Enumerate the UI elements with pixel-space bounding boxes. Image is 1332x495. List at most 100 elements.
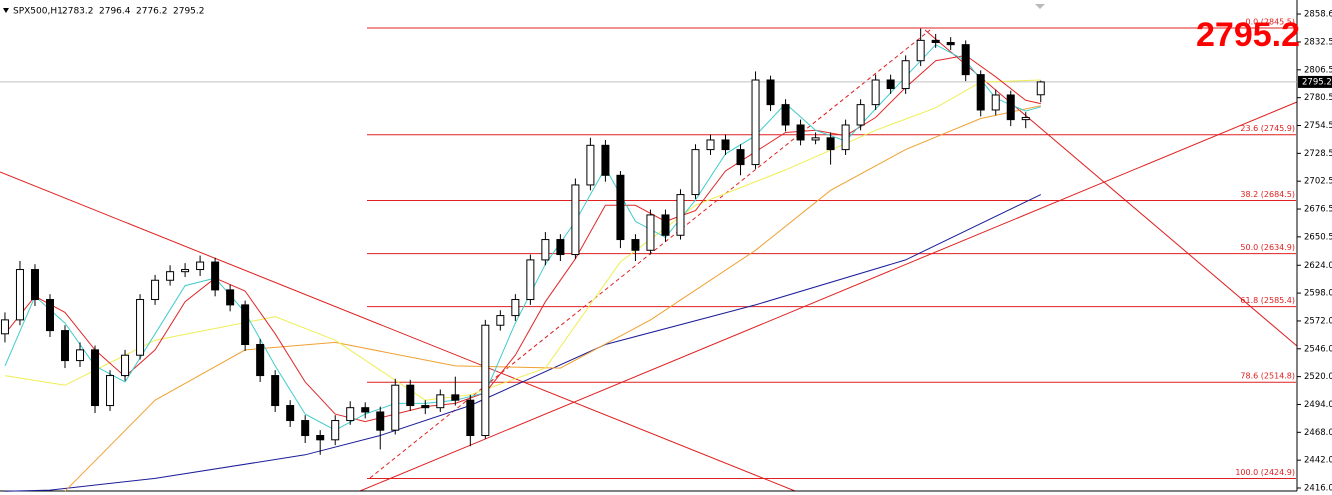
candle-body [571, 184, 580, 256]
candle-body [781, 104, 790, 126]
y-tick-label: 2702.5 [1304, 177, 1332, 187]
candle-body [196, 261, 205, 271]
candle-body [811, 137, 820, 141]
candle-body [931, 39, 940, 44]
y-tick-label: 2416.0 [1304, 484, 1332, 494]
candle-body [406, 384, 415, 407]
candle-body [961, 44, 970, 76]
candle-body [91, 349, 100, 407]
moving-average [64, 105, 1041, 492]
candle-body [691, 149, 700, 196]
candle-body [241, 304, 250, 346]
trend-line [924, 29, 1298, 347]
candle-body [286, 405, 295, 422]
candle-body [766, 79, 775, 106]
candle-body [181, 269, 190, 273]
header-value: 2795.2 [173, 7, 205, 17]
y-tick-label: 2858.6 [1304, 10, 1332, 20]
candle-body [856, 104, 865, 126]
candle-body [586, 144, 595, 186]
candle-body [796, 124, 805, 141]
candle-body [631, 239, 640, 251]
candle-body [256, 344, 265, 377]
candle-body [346, 407, 355, 422]
candle-body [871, 79, 880, 106]
candle-body [421, 405, 430, 409]
candle-body [481, 324, 490, 437]
header-value: 2796.4 [99, 7, 131, 17]
candle-body [136, 299, 145, 356]
fib-label: 61.8 (2585.4) [1240, 296, 1295, 305]
fib-label: 23.6 (2745.9) [1240, 124, 1295, 133]
candle-body [166, 271, 175, 281]
candle-body [826, 137, 835, 151]
candle-body [30, 269, 39, 301]
candle-body [676, 194, 685, 236]
y-tick-label: 2598.0 [1304, 289, 1332, 299]
candle-body [211, 261, 220, 291]
candle-body [886, 79, 895, 90]
menu-arrow [3, 8, 9, 13]
candle-body [331, 420, 340, 441]
candle-body [706, 139, 715, 151]
y-tick-label: 2780.5 [1304, 93, 1332, 103]
candle-body [76, 349, 85, 362]
candle-body [661, 214, 670, 236]
fib-label: 50.0 (2634.9) [1240, 243, 1295, 252]
moving-average [4, 54, 1041, 423]
big-price: 2795.2 [1196, 16, 1300, 54]
y-tick-label: 2520.0 [1304, 372, 1332, 382]
candle-body [45, 299, 54, 332]
symbol: SPX500,H1 [13, 7, 63, 17]
candle-body [616, 174, 625, 241]
y-tick-label: 2754.5 [1304, 121, 1332, 131]
y-tick-label: 2624.0 [1304, 261, 1332, 271]
trend-line [0, 171, 796, 492]
candle-body [1036, 81, 1045, 96]
y-tick-label: 2572.0 [1304, 316, 1332, 326]
candle-body [526, 259, 535, 301]
candle-body [736, 149, 745, 166]
y-tick-label: 2494.0 [1304, 400, 1332, 410]
candle-body [721, 139, 730, 151]
y-tick-label: 2728.5 [1304, 149, 1332, 159]
candle-body [391, 384, 400, 431]
candle-body [946, 42, 955, 46]
candle-body [451, 394, 460, 401]
candle-body [601, 144, 610, 176]
y-tick-label: 2650.5 [1304, 232, 1332, 242]
candle-body [15, 269, 24, 321]
candle-body [151, 279, 160, 301]
y-tick-label: 2676.5 [1304, 205, 1332, 215]
candle-body [106, 375, 115, 407]
candle-body [271, 375, 280, 407]
price-tag-label: 2795.2 [1302, 77, 1332, 87]
candle-body [1006, 94, 1015, 121]
candle-body [841, 124, 850, 151]
candle-body [436, 394, 445, 409]
candle-body [226, 289, 235, 306]
candle-body [541, 239, 550, 261]
candle-body [556, 239, 565, 256]
candle-body [376, 411, 385, 431]
candle-body [751, 79, 760, 166]
fib-label: 78.6 (2514.8) [1240, 372, 1295, 381]
y-tick-label: 2546.0 [1304, 344, 1332, 354]
fib-label: 100.0 (2424.9) [1235, 468, 1295, 477]
trend-line [359, 101, 1298, 492]
candle-body [61, 330, 70, 362]
y-tick-label: 2468.0 [1304, 428, 1332, 438]
candle-body [316, 435, 325, 441]
candle-body [901, 60, 910, 90]
fib-label: 0.0 (2845.5) [1246, 18, 1296, 27]
candle-body [361, 407, 370, 413]
candle-body [646, 214, 655, 251]
candle-body [496, 315, 505, 326]
moving-average [4, 194, 1042, 492]
candle-body [0, 319, 9, 335]
header-value: 2776.2 [136, 7, 168, 17]
fib-label: 38.2 (2684.5) [1240, 190, 1295, 199]
